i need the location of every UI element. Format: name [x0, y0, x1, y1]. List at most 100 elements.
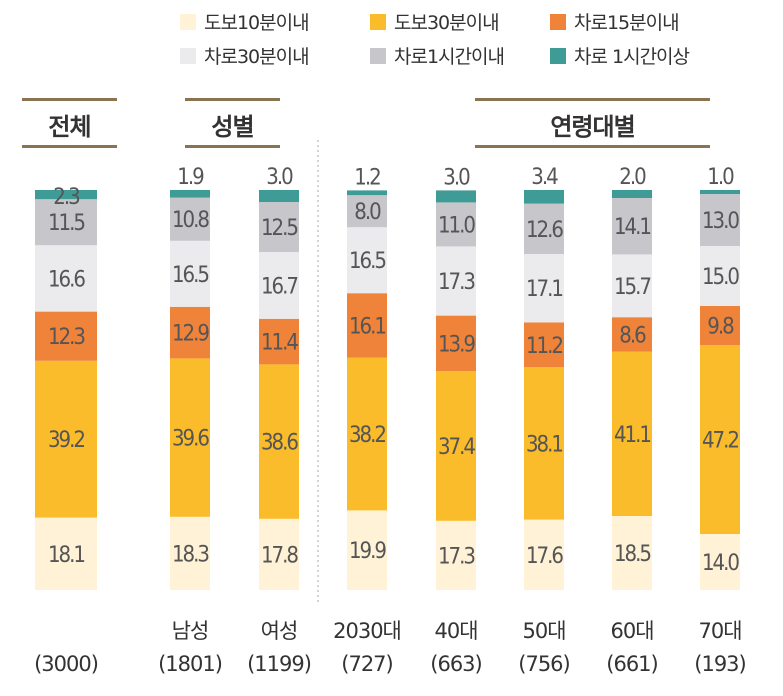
data-label: 8.6	[619, 323, 646, 348]
bar-segment	[524, 254, 564, 323]
data-label: 18.1	[48, 543, 84, 568]
bar-segment	[35, 517, 97, 590]
data-label: 39.2	[48, 428, 84, 453]
group-label: 연령대별	[550, 113, 635, 141]
bar-segment	[347, 190, 387, 196]
bar-segment	[612, 198, 652, 255]
bar-segment	[35, 245, 97, 312]
data-label: 41.1	[614, 423, 650, 448]
sample-size-label: (663)	[430, 652, 482, 676]
bar-segment	[436, 371, 476, 521]
data-label: 38.6	[261, 431, 298, 456]
data-label: 15.0	[702, 265, 739, 290]
group-rule	[475, 98, 710, 101]
data-label: 37.4	[438, 435, 475, 460]
bar-segment	[700, 194, 740, 246]
bar-segment	[259, 318, 299, 365]
group-rule	[475, 145, 710, 148]
data-label: 16.5	[349, 249, 385, 274]
data-label: 14.0	[702, 551, 739, 576]
bar-segment	[170, 358, 210, 517]
data-label: 12.3	[48, 325, 85, 350]
bar-segment	[524, 519, 564, 590]
data-label: 16.1	[349, 314, 385, 339]
sample-size-label: (1801)	[158, 652, 223, 676]
data-label: 19.9	[349, 539, 386, 564]
bar-segment	[170, 240, 210, 307]
data-label: 3.0	[443, 165, 470, 190]
bar-segment	[700, 190, 740, 194]
bar-segment	[347, 227, 387, 294]
group-label: 성별	[211, 113, 254, 141]
legend-item: 차로30분이내	[180, 42, 310, 69]
bar-segment	[700, 345, 740, 534]
data-label: 2.0	[619, 165, 646, 190]
category-label: 60대	[610, 619, 654, 643]
legend-label: 차로15분이내	[574, 12, 680, 34]
legend-item: 도보10분이내	[180, 8, 310, 35]
data-label: 9.8	[707, 315, 734, 340]
data-label: 38.2	[349, 423, 385, 448]
bar-segment	[612, 254, 652, 318]
data-label: 1.2	[354, 165, 380, 190]
legend-swatch	[550, 13, 566, 30]
bar-segment	[612, 516, 652, 590]
category-label: 70대	[698, 619, 742, 643]
bar-segment	[259, 190, 299, 202]
data-label: 1.0	[707, 165, 734, 190]
sample-size-label: (727)	[341, 652, 393, 676]
bar-segment	[170, 516, 210, 590]
sample-size-label: (756)	[518, 652, 570, 676]
bar-segment	[259, 518, 299, 590]
data-label: 11.0	[438, 213, 475, 238]
bar-segment	[436, 520, 476, 590]
bar-segment	[436, 190, 476, 203]
bar-segment	[35, 199, 97, 246]
data-label: 13.0	[702, 209, 739, 234]
data-label: 12.6	[526, 218, 563, 243]
bar-segment	[436, 246, 476, 316]
bar-segment	[347, 510, 387, 590]
data-label: 12.9	[172, 322, 209, 347]
bar-segment	[35, 360, 97, 518]
data-label: 14.1	[614, 215, 650, 240]
category-label: 50대	[522, 619, 566, 643]
bar-segment	[612, 351, 652, 516]
data-label: 12.5	[261, 216, 297, 241]
group-rule	[185, 98, 280, 101]
sample-size-label: (661)	[606, 652, 658, 676]
legend-label: 차로 1시간이상	[574, 46, 690, 68]
legend-item: 차로15분이내	[550, 8, 680, 35]
bar-segment	[170, 306, 210, 359]
category-label: 남성	[171, 619, 210, 643]
legend-item: 도보30분이내	[370, 8, 500, 35]
legend-swatch	[180, 13, 196, 30]
bar-segment	[436, 315, 476, 372]
group-label: 전체	[48, 113, 91, 141]
data-label: 17.3	[438, 270, 475, 295]
bar-segment	[436, 202, 476, 247]
bar-segment	[347, 357, 387, 511]
bar-segment	[700, 534, 740, 590]
data-label: 10.8	[172, 208, 209, 233]
data-label: 17.3	[438, 544, 475, 569]
group-rule	[22, 145, 117, 148]
bar-segment	[347, 195, 387, 228]
bar-segment	[259, 252, 299, 319]
bar-segment	[347, 293, 387, 358]
data-label: 17.8	[261, 543, 298, 568]
data-label: 11.4	[261, 331, 298, 356]
bar-segment	[524, 322, 564, 368]
bar-segment	[700, 246, 740, 306]
group-rule	[22, 98, 117, 101]
legend-item: 차로 1시간이상	[550, 42, 690, 69]
bar-segment	[259, 364, 299, 519]
data-label: 47.2	[702, 429, 738, 454]
bar-segment	[524, 190, 564, 204]
data-label: 3.4	[531, 165, 558, 190]
sample-size-label: (1199)	[247, 652, 312, 676]
legend-label: 도보30분이내	[394, 12, 500, 34]
bar-segment	[170, 197, 210, 241]
legend-swatch	[550, 47, 566, 64]
